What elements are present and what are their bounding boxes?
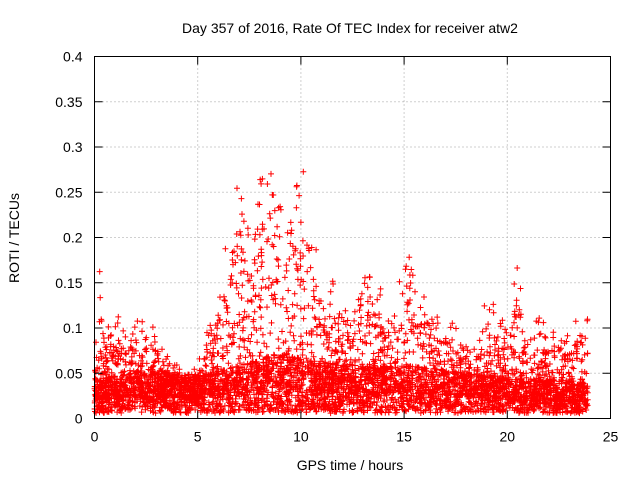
y-tick-label: 0.15 [55, 275, 82, 291]
x-tick-label: 10 [293, 429, 309, 445]
data-points [91, 168, 591, 417]
y-tick-label: 0.3 [63, 139, 83, 155]
x-tick-label: 5 [194, 429, 202, 445]
y-tick-label: 0.4 [63, 49, 83, 65]
y-tick-label: 0.1 [63, 320, 83, 336]
axis-ticks: 0 0.05 0.1 0.15 0.2 0.25 0.3 0.35 0.4 0 5 10 15 20 25 [55, 49, 618, 445]
x-tick-label: 25 [603, 429, 619, 445]
x-axis-label: GPS time / hours [297, 457, 404, 473]
data-point-markers [91, 168, 591, 417]
y-tick-label: 0.35 [55, 94, 82, 110]
y-axis-label: ROTI / TECUs [6, 193, 22, 283]
x-tick-label: 20 [500, 429, 516, 445]
grid-lines [94, 56, 611, 419]
x-tick-label: 15 [396, 429, 412, 445]
y-tick-label: 0.05 [55, 365, 82, 381]
y-tick-label: 0 [75, 411, 83, 427]
chart-title: Day 357 of 2016, Rate Of TEC Index for r… [182, 20, 518, 36]
y-tick-label: 0.2 [63, 230, 83, 246]
y-tick-label: 0.25 [55, 184, 82, 200]
x-tick-label: 0 [91, 429, 99, 445]
